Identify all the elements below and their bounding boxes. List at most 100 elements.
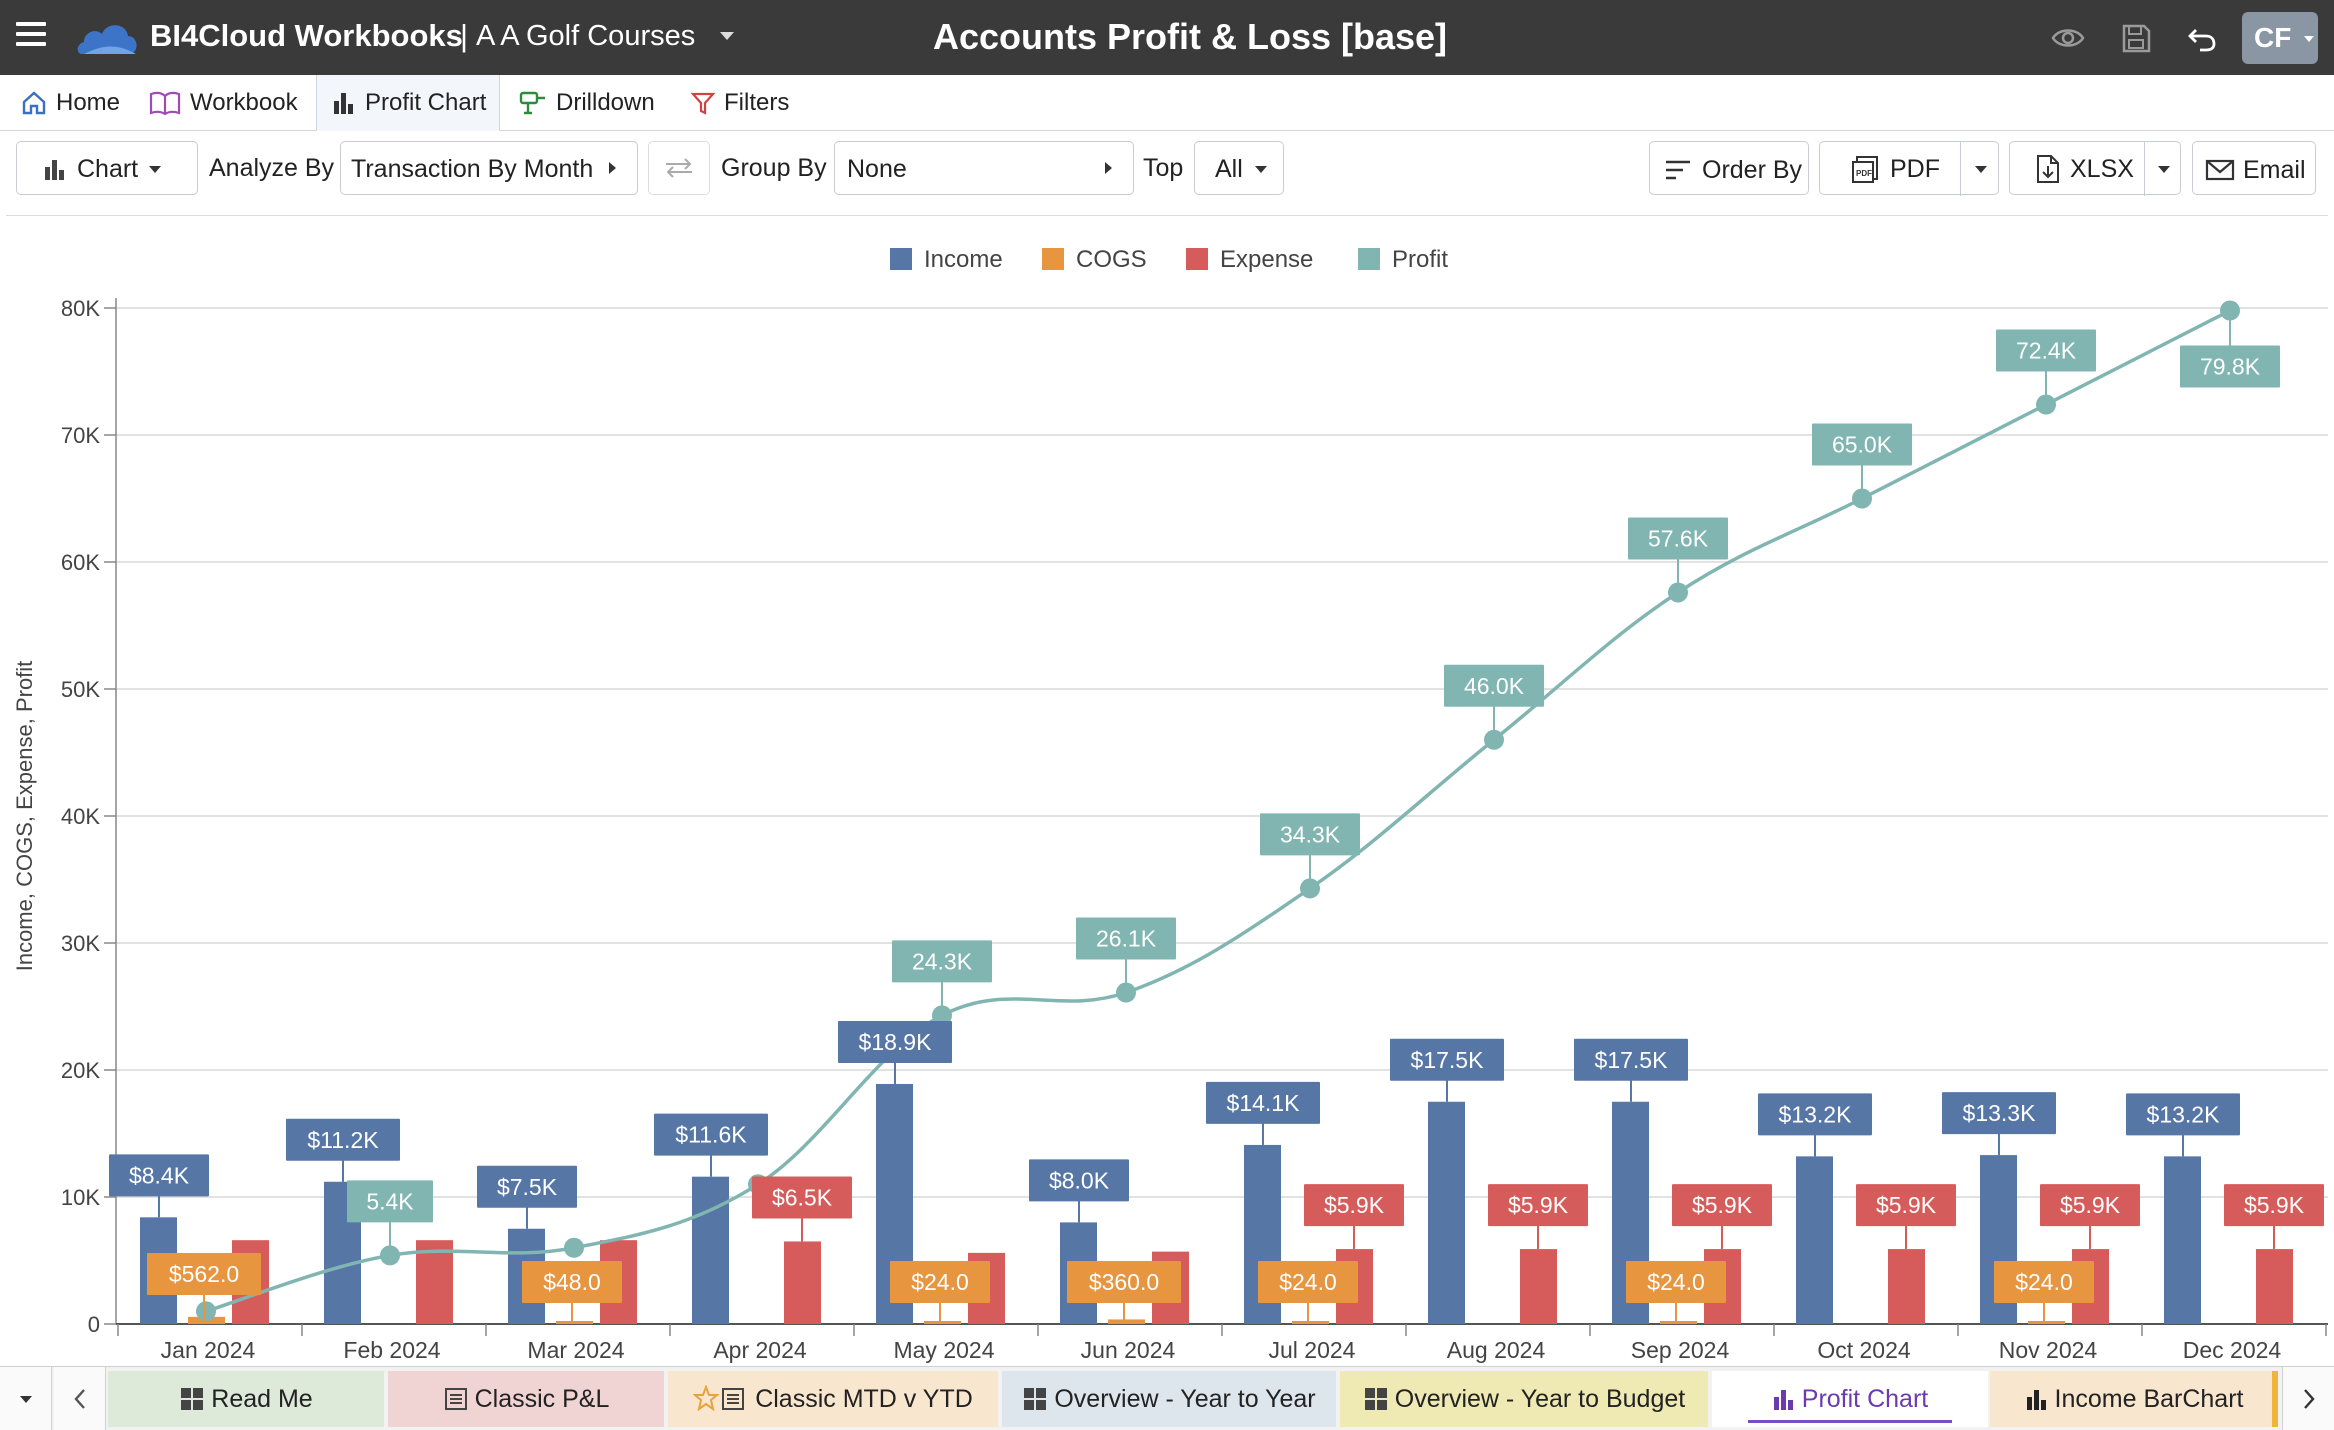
top-select[interactable]: All — [1194, 141, 1284, 195]
user-avatar[interactable]: CF — [2242, 12, 2318, 64]
star-list-icon — [693, 1385, 745, 1412]
split-divider — [2144, 142, 2145, 196]
sheet-tab[interactable]: Read Me — [108, 1371, 384, 1427]
nav-drilldown[interactable]: Drilldown — [518, 75, 655, 131]
income-data-label-box — [1758, 1093, 1872, 1136]
nav-home[interactable]: Home — [20, 75, 120, 131]
drill-icon — [519, 91, 545, 115]
chevron-down-icon — [19, 1395, 32, 1403]
hamburger-menu-icon[interactable] — [16, 22, 46, 52]
cogs-bar[interactable] — [2028, 1321, 2065, 1324]
income-data-label: $8.4K — [129, 1162, 190, 1188]
sheet-tab[interactable]: Profit Chart — [1712, 1371, 1988, 1427]
income-data-label: $8.0K — [1049, 1167, 1110, 1193]
nav-workbook[interactable]: Workbook — [148, 75, 298, 131]
filter-icon — [690, 92, 716, 115]
income-bar[interactable] — [2164, 1156, 2201, 1324]
cogs-bar[interactable] — [1660, 1321, 1697, 1324]
profit-data-label: 34.3K — [1280, 821, 1341, 847]
profit-loss-chart[interactable]: 0 10K 20K 30K 40K 50K 60K 70K 80K Income, COGS, E… — [6, 216, 2328, 1366]
sheet-menu-button[interactable] — [0, 1367, 52, 1430]
cloud-logo-icon — [77, 25, 137, 54]
profit-point[interactable] — [564, 1237, 584, 1258]
cogs-data-label-box — [1258, 1261, 1358, 1303]
chevron-down-icon[interactable] — [1975, 166, 1987, 173]
x-tick-label: May 2024 — [893, 1337, 994, 1363]
profit-point[interactable] — [2036, 394, 2056, 415]
income-bar[interactable] — [1428, 1101, 1465, 1324]
cogs-bar[interactable] — [1292, 1321, 1329, 1324]
expense-bar[interactable] — [784, 1241, 821, 1324]
nav-bar: Home Workbook Profit Chart Drilldown Fil… — [0, 75, 2334, 131]
y-tick-label: 30K — [61, 931, 100, 956]
expense-bar[interactable] — [1888, 1249, 1925, 1324]
analyze-by-select[interactable]: Transaction By Month — [340, 141, 638, 195]
document-title: Accounts Profit & Loss [base] — [932, 16, 1448, 57]
x-tick-label: Aug 2024 — [1447, 1337, 1546, 1363]
nav-drilldown-label: Drilldown — [556, 89, 655, 116]
expense-data-label: $5.9K — [1692, 1192, 1753, 1218]
cogs-data-label: $24.0 — [2015, 1269, 2073, 1295]
x-tick-label: Dec 2024 — [2183, 1337, 2282, 1363]
income-bar[interactable] — [1796, 1156, 1833, 1324]
sheet-tab-label: Profit Chart — [1801, 1384, 1929, 1413]
sheet-tab[interactable]: Overview - Year to Year — [1002, 1371, 1336, 1427]
xlsx-button[interactable]: XLSX — [2009, 141, 2181, 196]
sheet-tab[interactable]: Classic P&L — [388, 1371, 664, 1427]
swap-button[interactable] — [648, 141, 710, 195]
y-tick-label: 50K — [61, 677, 100, 702]
tab-overflow-marker — [2272, 1371, 2278, 1427]
cogs-bar[interactable] — [924, 1321, 961, 1324]
sheet-tab-label: Overview - Year to Budget — [1394, 1384, 1686, 1413]
profit-data-label: 26.1K — [1096, 926, 1157, 952]
undo-icon[interactable] — [2184, 20, 2220, 56]
income-data-label-box — [109, 1154, 209, 1197]
income-data-label-box — [1390, 1038, 1504, 1081]
scroll-right-button[interactable] — [2282, 1367, 2334, 1430]
legend-swatch[interactable] — [890, 248, 912, 270]
nav-filters[interactable]: Filters — [690, 75, 789, 131]
bar-chart-icon — [334, 93, 353, 114]
list-icon — [444, 1388, 467, 1410]
group-by-select[interactable]: None — [834, 141, 1134, 195]
legend-swatch[interactable] — [1358, 248, 1380, 270]
chart-type-button[interactable]: Chart — [16, 141, 198, 195]
pdf-button[interactable]: PDF PDF — [1819, 141, 1999, 196]
cogs-bar[interactable] — [556, 1321, 593, 1324]
expense-bar[interactable] — [2256, 1249, 2293, 1324]
company-name[interactable]: A A Golf Courses — [476, 20, 696, 52]
company-dropdown-icon[interactable] — [720, 32, 734, 40]
legend-swatch[interactable] — [1186, 248, 1208, 270]
profit-data-label: 46.0K — [1464, 673, 1525, 699]
expense-data-label-box — [1304, 1184, 1404, 1227]
bar-chart-icon — [1773, 1390, 1793, 1410]
eye-icon[interactable] — [2050, 20, 2086, 56]
chart-panel: 0 10K 20K 30K 40K 50K 60K 70K 80K Income, COGS, E… — [6, 215, 2328, 1365]
x-tick-label: Jun 2024 — [1081, 1337, 1176, 1363]
sheet-tab-label: Classic MTD v YTD — [755, 1384, 973, 1413]
top-label: Top — [1143, 154, 1184, 182]
chevron-down-icon[interactable] — [2158, 166, 2170, 173]
cogs-data-label-box — [147, 1253, 261, 1295]
nav-profit-chart[interactable]: Profit Chart — [316, 75, 500, 131]
scroll-left-button[interactable] — [54, 1367, 106, 1430]
order-by-button[interactable]: Order By — [1649, 141, 1809, 195]
save-icon[interactable] — [2118, 20, 2154, 56]
expense-bar[interactable] — [416, 1240, 453, 1324]
sheet-tab[interactable]: Overview - Year to Budget — [1340, 1371, 1708, 1427]
cogs-data-label-box — [522, 1261, 622, 1303]
legend-swatch[interactable] — [1042, 248, 1064, 270]
nav-filters-label: Filters — [724, 89, 790, 116]
avatar-dropdown-icon — [2304, 36, 2314, 42]
cogs-bar[interactable] — [1108, 1319, 1145, 1324]
profit-point[interactable] — [196, 1301, 216, 1322]
sheet-tab[interactable]: Income BarChart — [1990, 1371, 2278, 1427]
xlsx-download-icon — [2037, 155, 2059, 183]
income-bar[interactable] — [692, 1176, 729, 1324]
legend-label: Income — [924, 246, 1003, 273]
sheet-tab[interactable]: Classic MTD v YTD — [668, 1371, 998, 1427]
cogs-data-label: $24.0 — [911, 1269, 969, 1295]
email-button[interactable]: Email — [2192, 141, 2316, 195]
income-data-label-box — [477, 1165, 577, 1208]
expense-bar[interactable] — [1520, 1249, 1557, 1324]
